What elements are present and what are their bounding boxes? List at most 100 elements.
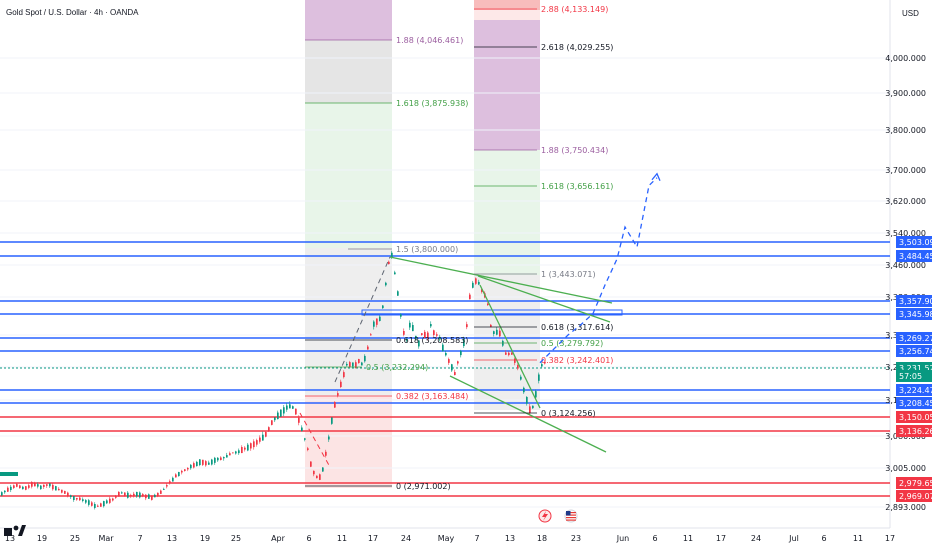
price-tick-label: 3,460.000 xyxy=(885,261,926,270)
candle xyxy=(520,376,522,380)
candle xyxy=(292,406,294,409)
price-tick-label: 3,005.000 xyxy=(885,464,926,473)
fib-labels: 1.88 (4,046.461) 1.618 (3,875.938) 1.5 (3,… xyxy=(305,5,613,491)
candle xyxy=(28,485,30,488)
candle xyxy=(295,408,297,415)
candle xyxy=(163,488,165,490)
price-badge-bg xyxy=(896,411,932,423)
candle xyxy=(478,281,480,285)
candle xyxy=(85,500,87,503)
candle xyxy=(412,324,414,332)
time-tick-label: Apr xyxy=(271,534,286,543)
price-badge: 3,503.090 xyxy=(896,236,932,248)
candle xyxy=(235,451,237,454)
candle xyxy=(250,443,252,449)
price-badge-label: 2,969.071 xyxy=(899,492,932,501)
flag-stripe xyxy=(566,512,576,514)
candle xyxy=(409,322,411,328)
candle xyxy=(367,346,369,350)
price-badge-label: 3,484.450 xyxy=(899,252,932,261)
fib-label: 0.5 (3,232.294) xyxy=(366,363,428,372)
candle xyxy=(184,469,186,471)
price-tick-label: 3,900.000 xyxy=(885,89,926,98)
time-tick-label: 24 xyxy=(751,534,761,543)
candle xyxy=(298,417,300,423)
candle xyxy=(55,486,57,491)
candle xyxy=(232,452,234,454)
candle xyxy=(49,483,51,487)
fib-zone-red-1 xyxy=(305,396,392,488)
candle xyxy=(82,499,84,501)
currency-label[interactable]: USD xyxy=(902,9,919,18)
flag-stripe xyxy=(566,517,576,519)
time-tick-label: 6 xyxy=(821,534,826,543)
candle xyxy=(403,330,405,335)
fib-zones xyxy=(305,0,540,488)
time-tick-label: 6 xyxy=(652,534,657,543)
fib-label: 1.88 (4,046.461) xyxy=(396,36,463,45)
candle xyxy=(52,484,54,490)
candle xyxy=(64,490,66,494)
time-tick-label: 17 xyxy=(368,534,378,543)
candle xyxy=(97,505,99,507)
candle xyxy=(466,324,468,328)
candle xyxy=(400,314,402,317)
candle xyxy=(355,362,357,369)
candle xyxy=(136,491,138,497)
candle xyxy=(376,318,378,325)
candle xyxy=(58,488,60,491)
candle xyxy=(148,494,150,499)
candle xyxy=(100,503,102,507)
candle xyxy=(514,358,516,363)
price-tick-label: 2,893.000 xyxy=(885,503,926,512)
candle xyxy=(340,381,342,387)
candle xyxy=(103,501,105,507)
candle xyxy=(379,316,381,321)
price-badge: 2,969.071 xyxy=(896,490,932,502)
candle xyxy=(34,483,36,487)
candle xyxy=(433,330,435,335)
candle xyxy=(196,461,198,467)
candle xyxy=(187,467,189,470)
candle xyxy=(487,303,489,306)
candle xyxy=(442,344,444,352)
candle xyxy=(262,434,264,441)
candle xyxy=(214,457,216,463)
price-badge-label: 3,269.270 xyxy=(899,334,932,343)
candle xyxy=(127,492,129,498)
candle xyxy=(25,486,27,490)
candle xyxy=(181,470,183,473)
candle xyxy=(274,417,276,421)
price-badge: 3,150.054 xyxy=(896,411,932,423)
symbol-title[interactable]: Gold Spot / U.S. Dollar · 4h · OANDA xyxy=(6,8,139,17)
price-badge-label: 3,231.525 xyxy=(899,364,932,373)
price-badge-label: 2,979.651 xyxy=(899,479,932,488)
candle xyxy=(526,397,528,404)
fib-zone-gray-2 xyxy=(305,248,392,396)
fib-zone-purple-1 xyxy=(305,0,392,40)
time-tick-label: 7 xyxy=(474,534,479,543)
price-badge-bg xyxy=(896,332,932,344)
candle xyxy=(544,361,546,364)
candle xyxy=(211,459,213,465)
candle xyxy=(172,477,174,482)
fib-label: 0.382 (3,163.484) xyxy=(396,392,468,401)
event-markers xyxy=(538,509,578,523)
candle xyxy=(190,464,192,469)
candle xyxy=(76,497,78,500)
fib-zone-gray-1 xyxy=(305,40,392,103)
time-tick-label: 25 xyxy=(70,534,80,543)
candle xyxy=(316,475,318,479)
price-badge-bg xyxy=(896,345,932,357)
candle xyxy=(271,420,273,425)
candle xyxy=(538,374,540,381)
price-axis: 4,000.000 3,900.000 3,800.000 3,700.000 3,62… xyxy=(885,54,926,512)
tradingview-logo[interactable] xyxy=(4,522,26,538)
candle xyxy=(373,321,375,327)
price-badge-bg xyxy=(896,425,932,437)
candle xyxy=(499,330,501,337)
candle xyxy=(424,331,426,338)
candle xyxy=(223,457,225,459)
candle xyxy=(334,402,336,408)
